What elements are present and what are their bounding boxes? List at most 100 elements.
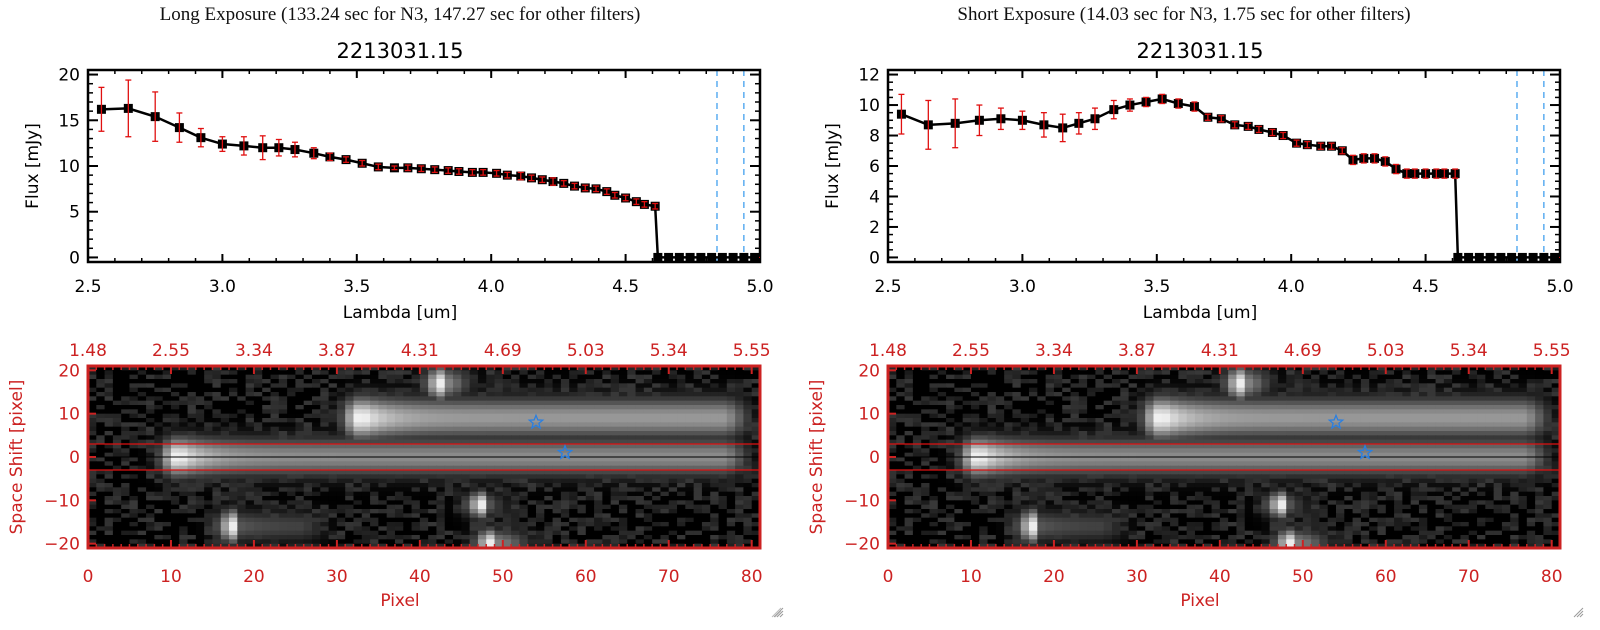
x-tick-label: 60 xyxy=(1375,567,1397,587)
y-tick-label: 12 xyxy=(858,66,880,86)
y-tick-label: 6 xyxy=(869,157,880,177)
x-tick-label: 80 xyxy=(741,567,763,587)
x-tick-label: 50 xyxy=(1292,567,1314,587)
spectral-image xyxy=(88,366,761,549)
x-tick-label: 80 xyxy=(1541,567,1563,587)
y-tick-label: 0 xyxy=(869,448,880,468)
top-x-tick-label: 5.03 xyxy=(567,341,605,361)
x-tick-label: 4.0 xyxy=(478,277,505,297)
star-marker-icon xyxy=(1327,413,1345,430)
top-x-tick-label: 1.48 xyxy=(869,341,907,361)
y-tick-label: 0 xyxy=(69,248,80,268)
flux-point xyxy=(685,252,695,262)
star-marker-icon xyxy=(1356,443,1374,460)
resize-grip-icon[interactable] xyxy=(770,606,782,618)
y-tick-label: −20 xyxy=(844,535,880,555)
x-axis-label: Lambda [um] xyxy=(343,303,457,323)
flux-point xyxy=(1517,252,1527,262)
top-x-tick-label: 3.34 xyxy=(1035,341,1073,361)
y-tick-label: −10 xyxy=(844,491,880,511)
y-tick-label: 20 xyxy=(858,361,880,381)
top-x-tick-label: 5.03 xyxy=(1367,341,1405,361)
exposure-title: Short Exposure (14.03 sec for N3, 1.75 s… xyxy=(957,4,1411,25)
y-tick-label: 8 xyxy=(869,127,880,147)
y-tick-label: 10 xyxy=(858,405,880,425)
top-x-tick-label: 5.34 xyxy=(1450,341,1488,361)
top-x-tick-label: 1.48 xyxy=(69,341,107,361)
flux-point xyxy=(750,252,760,262)
x-tick-label: 40 xyxy=(409,567,431,587)
x-tick-label: 4.0 xyxy=(1278,277,1305,297)
x-tick-label: 3.0 xyxy=(1009,277,1036,297)
y-tick-label: 4 xyxy=(869,187,880,207)
y-tick-label: 2 xyxy=(869,218,880,238)
figure-long-exposure: 2213031.15 2.5 3.0 3.5 4.0 4.5 5.0 0 5 10 15 20 Lamb… xyxy=(7,39,774,611)
flux-point xyxy=(1464,252,1474,262)
x-axis-label: Pixel xyxy=(380,591,419,611)
y-tick-label: 10 xyxy=(58,405,80,425)
x-tick-label: 5.0 xyxy=(1546,277,1573,297)
chart-title: 2213031.15 xyxy=(337,39,464,63)
x-tick-label: 0 xyxy=(83,567,94,587)
flux-point xyxy=(707,252,717,262)
flux-point xyxy=(728,252,738,262)
x-tick-label: 30 xyxy=(326,567,348,587)
y-axis-label: Flux [mJy] xyxy=(823,123,843,209)
flux-point xyxy=(664,252,674,262)
x-tick-label: 20 xyxy=(243,567,265,587)
star-marker-icon xyxy=(556,443,574,460)
y-tick-label: 15 xyxy=(58,111,80,131)
y-axis-label: Flux [mJy] xyxy=(23,123,43,209)
top-x-tick-label: 5.55 xyxy=(733,341,771,361)
flux-point xyxy=(1453,252,1463,262)
flux-point xyxy=(1496,252,1506,262)
top-x-tick-label: 3.34 xyxy=(235,341,273,361)
exposure-title: Long Exposure (133.24 sec for N3, 147.27… xyxy=(159,4,641,25)
resize-grip-icon[interactable] xyxy=(772,606,784,618)
x-tick-label: 70 xyxy=(658,567,680,587)
x-tick-label: 3.5 xyxy=(1143,277,1170,297)
top-x-tick-label: 3.87 xyxy=(318,341,356,361)
x-axis-label: Lambda [um] xyxy=(1143,303,1257,323)
x-tick-label: 60 xyxy=(575,567,597,587)
top-x-tick-label: 4.31 xyxy=(1201,341,1239,361)
y-tick-label: −10 xyxy=(44,491,80,511)
y-tick-label: 20 xyxy=(58,361,80,381)
x-tick-label: 4.5 xyxy=(1412,277,1439,297)
x-tick-label: 10 xyxy=(160,567,182,587)
y-axis-label: Space Shift [pixel] xyxy=(807,380,827,535)
flux-point xyxy=(739,252,749,262)
top-x-tick-label: 5.55 xyxy=(1533,341,1571,361)
x-tick-label: 3.0 xyxy=(209,277,236,297)
top-x-tick-label: 3.87 xyxy=(1118,341,1156,361)
spectral-image xyxy=(888,366,1561,549)
panel-short-exposure: Short Exposure (14.03 sec for N3, 1.75 s… xyxy=(771,0,1600,630)
flux-point xyxy=(1507,252,1517,262)
flux-point xyxy=(674,252,684,262)
top-x-tick-label: 4.69 xyxy=(1284,341,1322,361)
star-marker-icon xyxy=(527,413,545,430)
top-x-tick-label: 2.55 xyxy=(152,341,190,361)
flux-point xyxy=(1550,252,1560,262)
flux-point xyxy=(1474,252,1484,262)
flux-point xyxy=(653,252,663,262)
flux-line xyxy=(101,107,755,259)
resize-grip-icon[interactable] xyxy=(1572,606,1584,618)
y-tick-label: 20 xyxy=(58,66,80,86)
flux-point xyxy=(1528,252,1538,262)
flux-point xyxy=(696,252,706,262)
top-x-tick-label: 4.31 xyxy=(401,341,439,361)
chart-title: 2213031.15 xyxy=(1137,39,1264,63)
y-tick-label: −20 xyxy=(44,535,80,555)
top-x-tick-label: 2.55 xyxy=(952,341,990,361)
y-tick-label: 10 xyxy=(858,96,880,116)
x-tick-label: 10 xyxy=(960,567,982,587)
x-axis-label: Pixel xyxy=(1180,591,1219,611)
x-tick-label: 70 xyxy=(1458,567,1480,587)
panel-long-exposure: Long Exposure (133.24 sec for N3, 147.27… xyxy=(7,4,784,618)
flux-point xyxy=(717,252,727,262)
x-tick-label: 5.0 xyxy=(746,277,773,297)
x-tick-label: 20 xyxy=(1043,567,1065,587)
flux-point xyxy=(1539,252,1549,262)
x-tick-label: 3.5 xyxy=(343,277,370,297)
